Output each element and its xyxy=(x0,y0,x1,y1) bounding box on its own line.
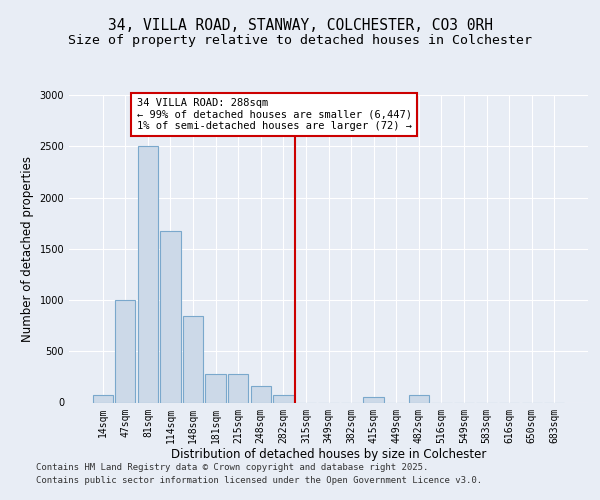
Text: 34, VILLA ROAD, STANWAY, COLCHESTER, CO3 0RH: 34, VILLA ROAD, STANWAY, COLCHESTER, CO3… xyxy=(107,18,493,32)
Bar xyxy=(160,232,181,402)
Text: Contains public sector information licensed under the Open Government Licence v3: Contains public sector information licen… xyxy=(36,476,482,485)
Text: 34 VILLA ROAD: 288sqm
← 99% of detached houses are smaller (6,447)
1% of semi-de: 34 VILLA ROAD: 288sqm ← 99% of detached … xyxy=(137,98,412,132)
X-axis label: Distribution of detached houses by size in Colchester: Distribution of detached houses by size … xyxy=(171,448,486,461)
Bar xyxy=(273,395,293,402)
Bar xyxy=(138,146,158,403)
Bar xyxy=(251,386,271,402)
Y-axis label: Number of detached properties: Number of detached properties xyxy=(21,156,34,342)
Text: Contains HM Land Registry data © Crown copyright and database right 2025.: Contains HM Land Registry data © Crown c… xyxy=(36,462,428,471)
Bar xyxy=(183,316,203,402)
Bar xyxy=(409,395,429,402)
Text: Size of property relative to detached houses in Colchester: Size of property relative to detached ho… xyxy=(68,34,532,47)
Bar xyxy=(205,374,226,402)
Bar xyxy=(364,397,384,402)
Bar xyxy=(92,395,113,402)
Bar xyxy=(228,374,248,402)
Bar xyxy=(115,300,136,402)
